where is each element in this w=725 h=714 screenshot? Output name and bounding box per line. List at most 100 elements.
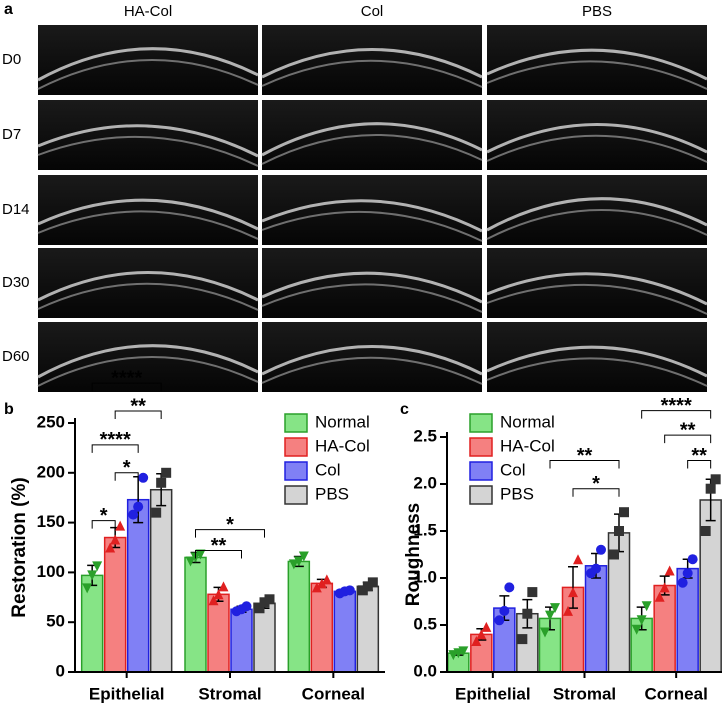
data-point (596, 544, 606, 555)
cornea-arc (261, 134, 483, 165)
bar (80, 574, 104, 673)
cornea-arc (37, 124, 259, 158)
data-point (92, 561, 103, 572)
significance-bracket (91, 444, 139, 453)
cornea-arc (486, 283, 708, 315)
cornea-arc (37, 356, 259, 387)
data-point (298, 551, 309, 562)
data-point (344, 585, 355, 596)
data-point (545, 610, 555, 621)
data-point (218, 581, 229, 592)
significance-bracket (195, 549, 242, 559)
cornea-arc (37, 47, 259, 82)
data-point (195, 549, 206, 560)
cornea-arc (37, 271, 259, 302)
significance-bracket (549, 460, 620, 469)
row-label: D0 (2, 51, 21, 68)
cornea-arc (37, 210, 259, 240)
cornea-arc (261, 356, 483, 385)
significance-label: **** (111, 367, 142, 389)
significance-label: ** (130, 395, 146, 417)
data-point (517, 634, 528, 645)
data-point (213, 589, 224, 600)
cornea-arc (37, 282, 259, 311)
data-point (161, 467, 172, 478)
column-label: Col (361, 3, 384, 20)
data-point (311, 582, 322, 593)
row-label: D14 (2, 201, 30, 218)
significance-bracket (664, 434, 712, 444)
x-tick-label: Stromal (198, 684, 261, 703)
bar (207, 593, 230, 673)
cornea-arc (486, 134, 708, 163)
significance-bracket (114, 410, 162, 420)
bar (287, 560, 311, 673)
data-point (527, 587, 538, 598)
cornea-arc (261, 283, 483, 313)
data-point (316, 578, 327, 589)
data-point (591, 563, 601, 574)
data-point (659, 582, 670, 593)
x-tick-label: Corneal (645, 684, 708, 703)
legend-label: Col (315, 460, 341, 479)
legend-swatch (284, 413, 308, 433)
cornea-arc (261, 59, 483, 88)
cornea-arc (486, 60, 708, 90)
data-point (156, 477, 167, 488)
significance-bracket (91, 382, 162, 392)
significance-label: **** (100, 429, 131, 451)
panel-label: b (4, 401, 14, 418)
data-point (471, 635, 482, 646)
legend-swatch (284, 461, 308, 481)
cornea-arc (261, 271, 483, 304)
data-point (710, 474, 721, 485)
data-point (494, 615, 505, 626)
bar (253, 602, 276, 673)
y-tick-label: 200 (37, 462, 65, 481)
legend-label: PBS (315, 484, 349, 503)
row-label: D7 (2, 126, 21, 143)
significance-bracket (687, 460, 712, 469)
data-point (138, 472, 149, 483)
cornea-arc (486, 197, 708, 232)
panel-label: a (4, 1, 13, 18)
significance-label: * (592, 473, 600, 495)
y-tick-label: 0 (56, 661, 65, 680)
data-point (481, 621, 492, 632)
cornea-arc (261, 122, 483, 157)
y-tick-label: 150 (37, 512, 65, 531)
axis (74, 418, 385, 673)
cornea-arc (261, 199, 483, 233)
cornea-arc (486, 272, 708, 306)
significance-label: ** (577, 445, 593, 467)
y-tick-label: 0.0 (413, 661, 437, 680)
significance-label: * (123, 457, 131, 479)
y-axis-label: Restoration (%) (9, 477, 30, 617)
cornea-arc (261, 345, 483, 376)
significance-bracket (641, 410, 712, 419)
data-point (476, 629, 487, 640)
cornea-arc (37, 198, 259, 231)
data-point (522, 608, 533, 619)
cornea-arc (486, 345, 708, 378)
x-tick-label: Stromal (553, 684, 616, 703)
y-axis-label: Roughness (403, 503, 424, 606)
legend-label: Normal (315, 412, 370, 431)
data-point (631, 624, 642, 635)
x-tick-label: Epithelial (455, 684, 531, 703)
bar (126, 498, 150, 673)
data-point (682, 568, 693, 579)
data-point (499, 605, 510, 616)
data-point (641, 601, 652, 612)
data-point (636, 615, 647, 626)
cornea-arc (37, 344, 259, 379)
data-point (367, 577, 378, 588)
bar (584, 565, 608, 673)
legend-label: Col (500, 460, 526, 479)
legend-swatch (469, 485, 493, 505)
data-point (115, 520, 126, 531)
data-point (504, 582, 515, 593)
data-point (458, 646, 469, 657)
legend-label: HA-Col (500, 436, 555, 455)
bar (310, 582, 334, 673)
